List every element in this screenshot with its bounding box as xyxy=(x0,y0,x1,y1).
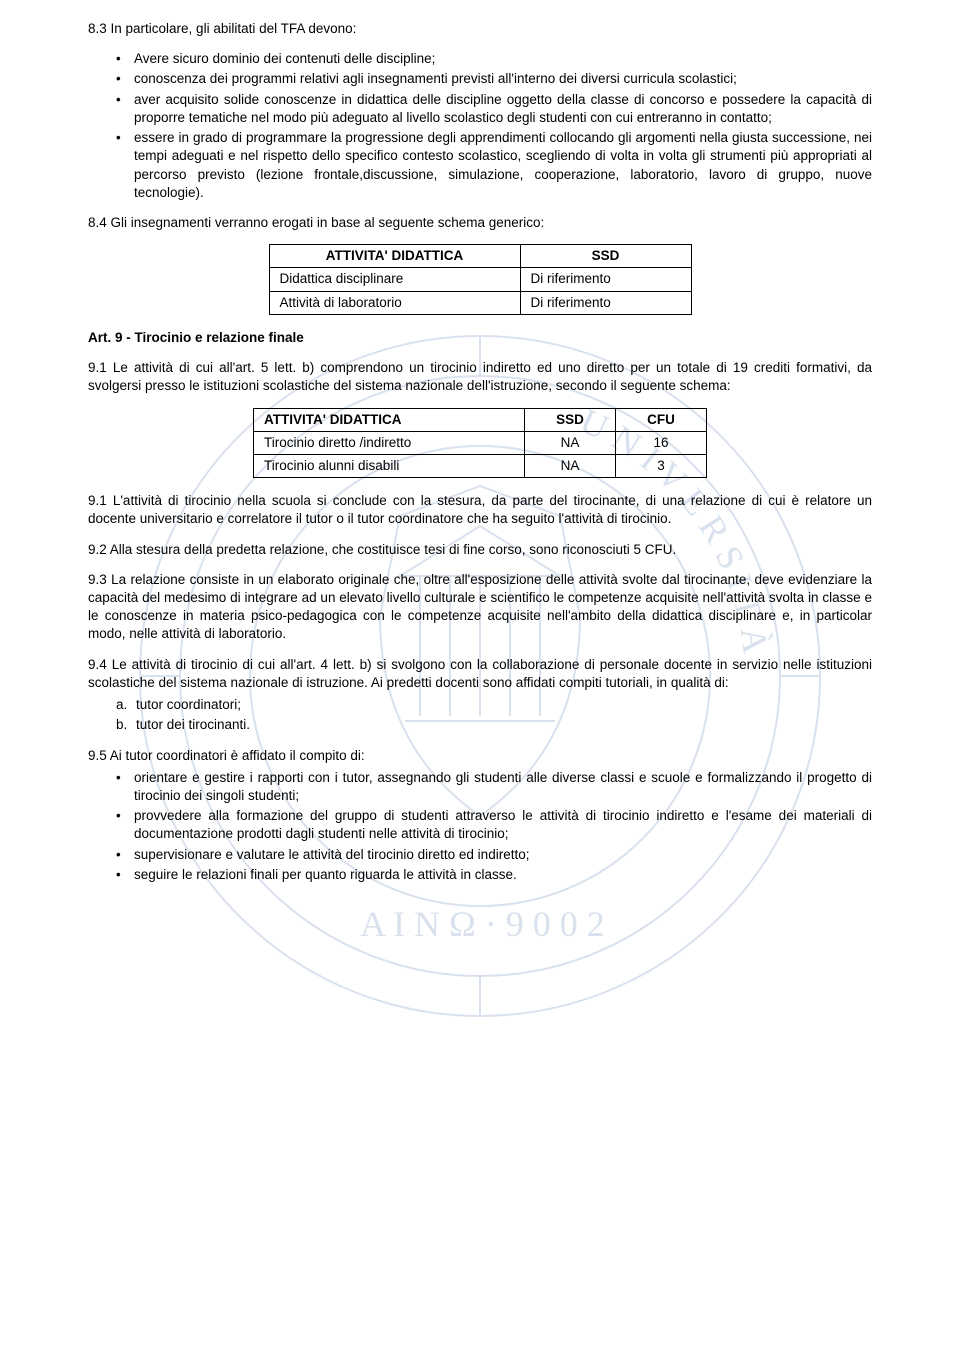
list-item: b. tutor dei tirocinanti. xyxy=(116,716,872,734)
list-item: aver acquisito solide conoscenze in dida… xyxy=(116,91,872,127)
table-cell: NA xyxy=(525,454,616,477)
document-body: 8.3 In particolare, gli abilitati del TF… xyxy=(0,0,960,936)
list-item: supervisionare e valutare le attività de… xyxy=(116,846,872,864)
table-cell: Tirocinio alunni disabili xyxy=(254,454,525,477)
table-header: ATTIVITA' DIDATTICA xyxy=(254,408,525,431)
section-8-3-list: Avere sicuro dominio dei contenuti delle… xyxy=(88,50,872,202)
section-9-3-text: 9.3 La relazione consiste in un elaborat… xyxy=(88,571,872,644)
table-cell: 16 xyxy=(616,431,707,454)
table-header: SSD xyxy=(520,245,691,268)
section-9-4-text: 9.4 Le attività di tirocinio di cui all'… xyxy=(88,656,872,692)
section-8-4-text: 8.4 Gli insegnamenti verranno erogati in… xyxy=(88,214,872,232)
section-9-1-text: 9.1 Le attività di cui all'art. 5 lett. … xyxy=(88,359,872,395)
section-9-1b-text: 9.1 L'attività di tirocinio nella scuola… xyxy=(88,492,872,528)
table-cell: NA xyxy=(525,431,616,454)
table-cell: Attività di laboratorio xyxy=(269,291,520,314)
table-cell: Didattica disciplinare xyxy=(269,268,520,291)
list-item: conoscenza dei programmi relativi agli i… xyxy=(116,70,872,88)
table-cell: Di riferimento xyxy=(520,268,691,291)
list-item: a. tutor coordinatori; xyxy=(116,696,872,714)
section-8-3-intro: 8.3 In particolare, gli abilitati del TF… xyxy=(88,20,872,38)
section-9-4-list: a. tutor coordinatori; b. tutor dei tiroci… xyxy=(88,696,872,734)
art-9-heading: Art. 9 - Tirocinio e relazione finale xyxy=(88,329,872,347)
list-item: essere in grado di programmare la progre… xyxy=(116,129,872,202)
list-item: Avere sicuro dominio dei contenuti delle… xyxy=(116,50,872,68)
list-marker: b. xyxy=(116,716,127,734)
section-9-5-list: orientare e gestire i rapporti con i tut… xyxy=(88,769,872,884)
list-marker: a. xyxy=(116,696,127,714)
list-text: tutor coordinatori; xyxy=(136,697,241,712)
table-schema-generico: ATTIVITA' DIDATTICA SSD Didattica discip… xyxy=(269,244,692,315)
table-cell: 3 xyxy=(616,454,707,477)
table-header: CFU xyxy=(616,408,707,431)
section-9-2-text: 9.2 Alla stesura della predetta relazion… xyxy=(88,541,872,559)
list-item: provvedere alla formazione del gruppo di… xyxy=(116,807,872,843)
table-header: SSD xyxy=(525,408,616,431)
table-cell: Di riferimento xyxy=(520,291,691,314)
list-item: seguire le relazioni finali per quanto r… xyxy=(116,866,872,884)
table-cell: Tirocinio diretto /indiretto xyxy=(254,431,525,454)
table-header: ATTIVITA' DIDATTICA xyxy=(269,245,520,268)
table-tirocinio: ATTIVITA' DIDATTICA SSD CFU Tirocinio di… xyxy=(253,408,707,479)
section-9-5-text: 9.5 Ai tutor coordinatori è affidato il … xyxy=(88,747,872,765)
list-text: tutor dei tirocinanti. xyxy=(136,717,250,732)
list-item: orientare e gestire i rapporti con i tut… xyxy=(116,769,872,805)
